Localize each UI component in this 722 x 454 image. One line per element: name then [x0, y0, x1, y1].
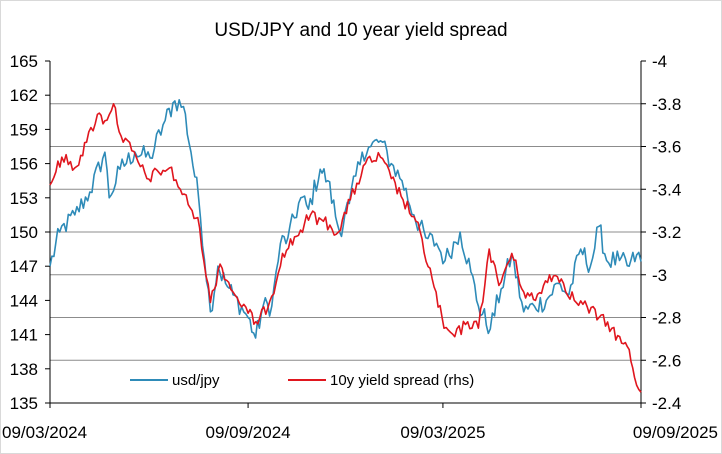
left-tick-label: 159	[10, 120, 38, 139]
legend-label-spread: 10y yield spread (rhs)	[330, 372, 474, 389]
right-tick-label: -3	[652, 266, 667, 285]
right-tick-label: -2.8	[652, 309, 681, 328]
left-tick-label: 165	[10, 52, 38, 71]
left-tick-label: 147	[10, 257, 38, 276]
left-tick-label: 144	[10, 291, 38, 310]
chart-title: USD/JPY and 10 year yield spread	[214, 20, 508, 41]
legend: usd/jpy 10y yield spread (rhs)	[130, 372, 474, 389]
right-tick-label: -3.6	[652, 138, 681, 157]
right-tick-label: -4	[652, 52, 667, 71]
right-tick-label: -3.4	[652, 180, 681, 199]
left-tick-label: 138	[10, 360, 38, 379]
usdjpy-series-line	[49, 99, 642, 339]
left-tick-label: 156	[10, 155, 38, 174]
right-tick-label: -3.2	[652, 223, 681, 242]
left-tick-label: 150	[10, 223, 38, 242]
x-tick-label: 09/09/2025	[633, 423, 718, 442]
right-tick-label: -3.8	[652, 95, 681, 114]
left-tick-label: 153	[10, 189, 38, 208]
right-tick-label: -2.4	[652, 394, 681, 413]
left-tick-label: 135	[10, 394, 38, 413]
x-tick-label: 09/03/2024	[2, 423, 87, 442]
x-tick-label: 09/03/2025	[400, 423, 485, 442]
spread-series-line	[49, 103, 642, 393]
legend-label-usdjpy: usd/jpy	[172, 372, 220, 389]
x-tick-label: 09/09/2024	[206, 423, 291, 442]
right-tick-label: -2.6	[652, 351, 681, 370]
left-tick-label: 141	[10, 326, 38, 345]
left-tick-label: 162	[10, 86, 38, 105]
